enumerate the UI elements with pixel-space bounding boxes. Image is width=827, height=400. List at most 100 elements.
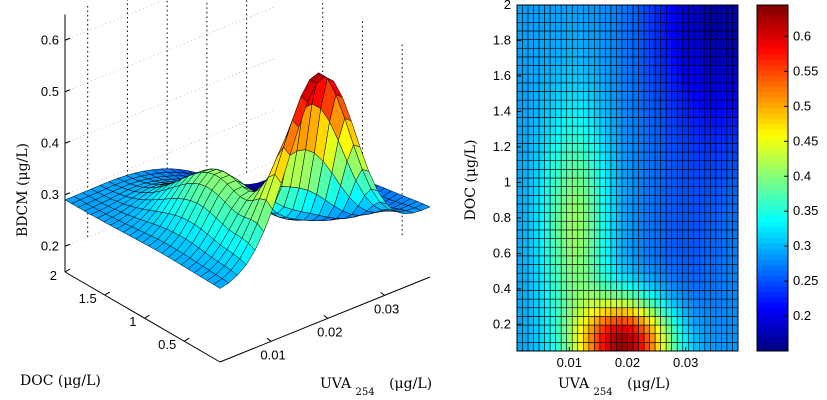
- heatmap-cell: [721, 342, 728, 352]
- heatmap-cell: [726, 47, 733, 58]
- heatmap-cell: [627, 73, 634, 84]
- surface-z-tick-mark: [64, 192, 71, 196]
- heatmap-cell: [616, 160, 623, 170]
- heatmap-cell: [699, 212, 706, 222]
- heatmap-cell: [560, 316, 568, 326]
- colorbar-band: [757, 334, 788, 341]
- heatmap-cell: [704, 212, 711, 222]
- heatmap-cell: [544, 151, 551, 162]
- heatmap-cell: [582, 238, 590, 248]
- heatmap-cell: [649, 65, 656, 75]
- heatmap-cell: [732, 177, 739, 187]
- heatmap-cell: [687, 307, 695, 317]
- heatmap-cell: [710, 21, 717, 32]
- heatmap-cell: [704, 125, 711, 136]
- heatmap-cell: [610, 73, 617, 84]
- heatmap-cell: [555, 342, 562, 352]
- heatmap-cell: [566, 151, 573, 162]
- heatmap-cell: [533, 272, 540, 283]
- heatmap-cell: [599, 65, 606, 75]
- heatmap-cell: [516, 333, 523, 343]
- heatmap-cell: [616, 117, 623, 127]
- heatmap-cell: [715, 82, 722, 92]
- heatmap-cell: [621, 212, 628, 222]
- heatmap-cell: [555, 238, 562, 248]
- heatmap-cell: [643, 169, 650, 179]
- heatmap-cell: [533, 307, 540, 317]
- heatmap-cell: [560, 229, 568, 239]
- heatmap-cell: [699, 298, 706, 309]
- heatmap-cell: [599, 73, 606, 84]
- heatmap-cell: [571, 143, 579, 153]
- heatmap-cell: [588, 82, 595, 92]
- heatmap-cell: [699, 143, 706, 153]
- heatmap-cell: [566, 117, 573, 127]
- heatmap-cell: [616, 203, 623, 213]
- heatmap-cell: [682, 117, 689, 127]
- heatmap-cell: [582, 186, 590, 196]
- heatmap-cell: [715, 186, 722, 196]
- heatmap-cell: [699, 4, 706, 14]
- heatmap-cell: [687, 73, 695, 84]
- heatmap-cell: [638, 56, 645, 66]
- heatmap-cell: [533, 333, 540, 343]
- heatmap-cell: [577, 73, 584, 84]
- heatmap-cell: [577, 195, 584, 205]
- heatmap-cell: [704, 143, 711, 153]
- heatmap-cell: [616, 212, 623, 222]
- heatmap-cell: [660, 272, 667, 283]
- heatmap-cell: [616, 195, 623, 205]
- heatmap-cell: [704, 316, 711, 326]
- heatmap-cell: [660, 212, 667, 222]
- heatmap-cell: [654, 169, 661, 179]
- heatmap-cell: [527, 108, 534, 118]
- surface-tick-labels: 0.20.30.40.50.60.511.520.010.020.03: [41, 32, 399, 362]
- heatmap-cell: [687, 212, 695, 222]
- heatmap-cell: [544, 220, 551, 231]
- heatmap-cell: [676, 13, 684, 23]
- heatmap-cell: [522, 298, 529, 309]
- heatmap-cell: [582, 212, 590, 222]
- heatmap-cell: [605, 298, 612, 309]
- heatmap-cell: [582, 73, 590, 84]
- heatmap-cell: [693, 229, 700, 239]
- heatmap-cell: [627, 134, 634, 144]
- heatmap-cell: [704, 39, 711, 49]
- heatmap-cell: [726, 342, 733, 352]
- heatmap-cell: [693, 203, 700, 213]
- heatmap-cell: [560, 56, 568, 66]
- heatmap-cell: [671, 195, 678, 205]
- heatmap-cell: [549, 99, 556, 110]
- heatmap-cell: [560, 21, 568, 32]
- heatmap-cell: [605, 151, 612, 162]
- heatmap-cell: [715, 212, 722, 222]
- heatmap-cell: [522, 238, 529, 248]
- heatmap-cell: [594, 195, 601, 205]
- heatmap-cell: [643, 264, 650, 274]
- heatmap-cell: [693, 169, 700, 179]
- heatmap-cell: [599, 91, 606, 101]
- heatmap-cell: [582, 117, 590, 127]
- heatmap-cell: [682, 238, 689, 248]
- heatmap-cell: [588, 108, 595, 118]
- heatmap-cell: [721, 56, 728, 66]
- heatmap-cell: [682, 99, 689, 110]
- heatmap-cell: [638, 333, 645, 343]
- heatmap-cell: [621, 255, 628, 265]
- heatmap-cell: [577, 324, 584, 334]
- surface-x-tick-mark: [266, 337, 272, 342]
- colorbar-band: [757, 21, 788, 28]
- heatmap-cell: [687, 125, 695, 136]
- heatmap-cell: [588, 333, 595, 343]
- heatmap-cell: [627, 143, 634, 153]
- heatmap-cell: [594, 151, 601, 162]
- heatmap-cell: [549, 160, 556, 170]
- heatmap-cell: [538, 195, 545, 205]
- heatmap-cell: [632, 91, 639, 101]
- heatmap-cell: [710, 220, 717, 231]
- colorbar-band: [757, 210, 788, 217]
- heatmap-cell: [638, 99, 645, 110]
- heatmap-cell: [699, 134, 706, 144]
- heatmap-cell: [715, 229, 722, 239]
- heatmap-cell: [566, 4, 573, 14]
